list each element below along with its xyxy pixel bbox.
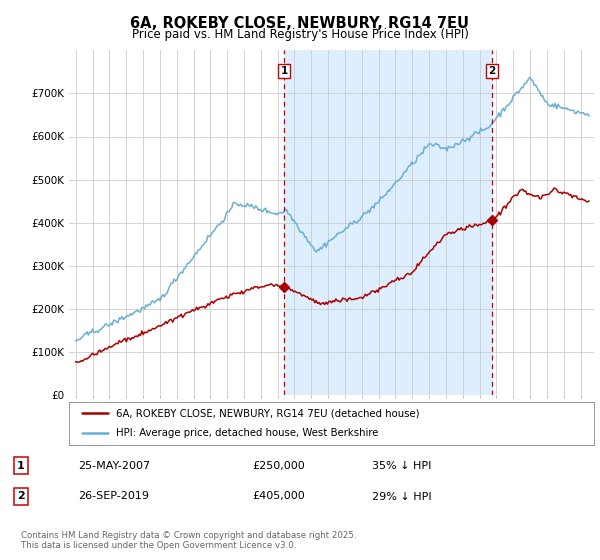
Text: £405,000: £405,000 <box>252 492 305 502</box>
Text: 35% ↓ HPI: 35% ↓ HPI <box>372 460 431 470</box>
Text: 1: 1 <box>280 66 287 76</box>
Text: 1: 1 <box>17 460 25 470</box>
Text: Contains HM Land Registry data © Crown copyright and database right 2025.
This d: Contains HM Land Registry data © Crown c… <box>21 531 356 550</box>
Text: 29% ↓ HPI: 29% ↓ HPI <box>372 492 431 502</box>
Text: 26-SEP-2019: 26-SEP-2019 <box>78 492 149 502</box>
Text: 6A, ROKEBY CLOSE, NEWBURY, RG14 7EU: 6A, ROKEBY CLOSE, NEWBURY, RG14 7EU <box>131 16 470 31</box>
Text: 6A, ROKEBY CLOSE, NEWBURY, RG14 7EU (detached house): 6A, ROKEBY CLOSE, NEWBURY, RG14 7EU (det… <box>116 408 420 418</box>
Text: 2: 2 <box>17 492 25 502</box>
Text: HPI: Average price, detached house, West Berkshire: HPI: Average price, detached house, West… <box>116 428 379 438</box>
Text: 25-MAY-2007: 25-MAY-2007 <box>78 460 150 470</box>
Text: £250,000: £250,000 <box>252 460 305 470</box>
Text: 2: 2 <box>488 66 496 76</box>
Bar <box>284 50 492 395</box>
Text: Price paid vs. HM Land Registry's House Price Index (HPI): Price paid vs. HM Land Registry's House … <box>131 28 469 41</box>
